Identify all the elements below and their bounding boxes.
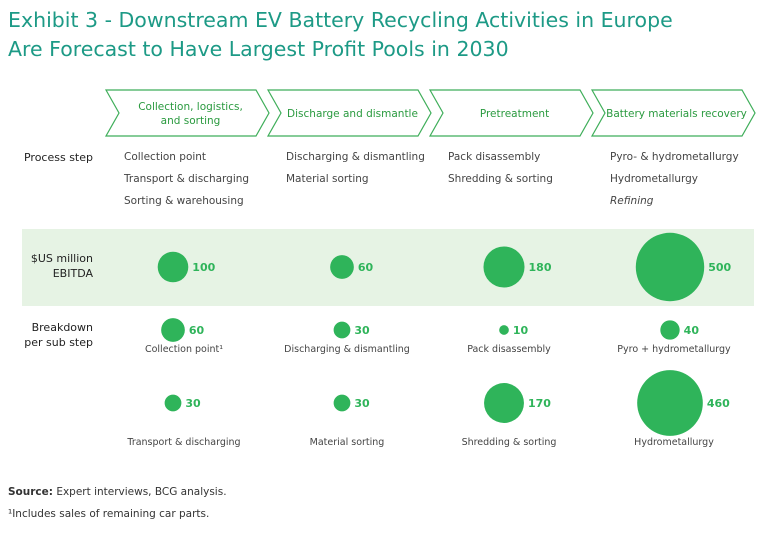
stage-chevron-2 [266, 89, 432, 137]
breakdown-label-2-2: Material sorting [310, 437, 385, 448]
stage-label-1-line-2: and sorting [161, 115, 221, 127]
row-label-ebitda-line-1: $US million [31, 252, 93, 265]
chart-title: Exhibit 3 - Downstream EV Battery Recycl… [8, 6, 758, 64]
breakdown-label-1-1: Collection point¹ [145, 344, 223, 355]
row-label-breakdown-line-1: Breakdown [32, 321, 93, 334]
ebitda-value-2: 60 [358, 261, 374, 274]
breakdown-bubble-2-1 [333, 321, 351, 339]
row-label-breakdown-line-2: per sub step [24, 336, 93, 349]
chart-title-line-2: Are Forecast to Have Largest Profit Pool… [8, 37, 509, 61]
source-text: Expert interviews, BCG analysis. [52, 486, 227, 498]
process-step-3-2: Shredding & sorting [448, 173, 553, 185]
breakdown-value-3-1: 10 [513, 324, 529, 337]
breakdown-bubble-3-2 [484, 383, 524, 423]
breakdown-bubble-2-2 [333, 394, 351, 412]
process-step-4-2: Hydrometallurgy [610, 173, 698, 185]
process-step-1-1: Collection point [124, 151, 206, 163]
breakdown-value-1-2: 30 [185, 397, 201, 410]
stage-chevron-4 [590, 89, 756, 137]
breakdown-label-3-1: Pack disassembly [467, 344, 551, 355]
breakdown-value-3-2: 170 [528, 397, 551, 410]
breakdown-value-1-1: 60 [189, 324, 205, 337]
process-step-3-1: Pack disassembly [448, 151, 540, 163]
source-note: Source: Expert interviews, BCG analysis. [8, 486, 227, 498]
breakdown-label-2-1: Discharging & dismantling [284, 344, 410, 355]
chart-title-line-1: Exhibit 3 - Downstream EV Battery Recycl… [8, 8, 673, 32]
breakdown-bubble-4-2 [637, 370, 703, 436]
breakdown-bubble-4-1 [660, 320, 680, 340]
breakdown-value-4-1: 40 [684, 324, 700, 337]
process-step-2-1: Discharging & dismantling [286, 151, 425, 163]
breakdown-label-4-2: Hydrometallurgy [634, 437, 714, 448]
breakdown-value-4-2: 460 [707, 397, 730, 410]
source-label: Source: [8, 486, 53, 498]
ebitda-bubble-4 [635, 232, 705, 302]
process-step-4-3: Refining [610, 195, 654, 207]
breakdown-value-2-2: 30 [354, 397, 370, 410]
ebitda-bubble-3 [483, 246, 525, 288]
stage-chevron-3 [428, 89, 594, 137]
breakdown-label-1-2: Transport & discharging [126, 437, 240, 448]
breakdown-bubble-3-1 [499, 325, 509, 335]
breakdown-label-3-2: Shredding & sorting [462, 437, 557, 448]
breakdown-bubble-1-2 [164, 394, 182, 412]
ebitda-value-1: 100 [192, 261, 215, 274]
stage-label-4-line-1: Battery materials recovery [606, 108, 747, 120]
footnote: ¹Includes sales of remaining car parts. [8, 508, 210, 520]
ebitda-value-3: 180 [529, 261, 552, 274]
stage-chevron-1 [104, 89, 270, 137]
stage-label-1-line-1: Collection, logistics, [138, 101, 243, 113]
breakdown-value-2-1: 30 [354, 324, 370, 337]
breakdown-label-4-1: Pyro + hydrometallurgy [617, 344, 731, 355]
ebitda-bubble-2 [330, 255, 354, 279]
ebitda-bubble-1 [157, 251, 189, 283]
breakdown-bubble-1-1 [161, 318, 185, 342]
process-step-2-2: Material sorting [286, 173, 369, 185]
stage-label-3-line-1: Pretreatment [480, 108, 549, 120]
ebitda-value-4: 500 [708, 261, 731, 274]
row-label-process-line-1: Process step [24, 151, 93, 164]
process-step-4-1: Pyro- & hydrometallurgy [610, 151, 739, 163]
ebitda-band [22, 229, 754, 306]
row-label-ebitda-line-2: EBITDA [53, 267, 94, 280]
process-step-1-3: Sorting & warehousing [124, 195, 244, 207]
stage-label-2-line-1: Discharge and dismantle [287, 108, 418, 120]
process-step-1-2: Transport & discharging [123, 173, 249, 185]
